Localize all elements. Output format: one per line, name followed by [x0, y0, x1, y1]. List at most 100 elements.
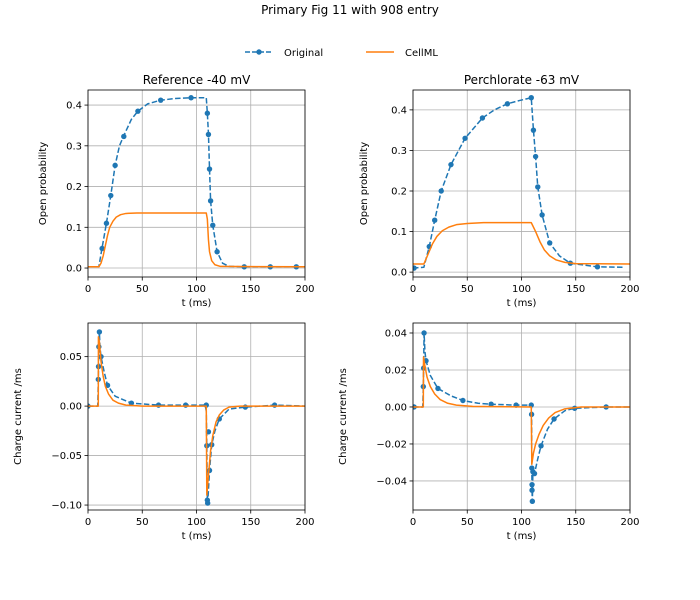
series-line-original	[88, 96, 305, 268]
series-line-cellml	[413, 356, 630, 466]
data-point-original	[460, 397, 466, 404]
x-tick-label: 0	[410, 517, 416, 528]
series-line-cellml	[413, 221, 630, 265]
subplot-title: Reference -40 mV	[143, 73, 251, 87]
subplot-perchlorate-charge-current: 0 50 100 150 200 −0.04 −0.02 0.00 0.02 0.04 t (ms)…	[338, 322, 640, 542]
plot-area	[88, 329, 305, 506]
data-point-original	[551, 416, 557, 422]
data-point-original	[538, 443, 544, 449]
data-point-original	[594, 264, 601, 270]
series-line-cellml	[88, 336, 305, 496]
y-tick-label: 0.1	[391, 227, 407, 238]
x-tick-label: 100	[512, 284, 531, 295]
data-point-original	[128, 400, 135, 406]
data-point-original	[529, 498, 536, 505]
y-axis-label: Open probability	[38, 142, 49, 225]
series-line-original	[413, 96, 625, 269]
y-tick-label: 0.2	[66, 182, 82, 193]
x-tick-label: 50	[136, 517, 149, 528]
data-point-original	[530, 127, 537, 133]
data-point-original	[103, 220, 110, 226]
x-tick-label: 200	[620, 284, 639, 295]
data-point-original	[188, 95, 194, 101]
subplot-reference-charge-current: 0 50 100 150 200 −0.10 −0.05 0.00 0.05 t (ms) Char…	[13, 322, 315, 542]
data-point-original	[271, 402, 278, 408]
data-point-original	[421, 330, 427, 336]
y-axis-label: Open probability	[359, 142, 370, 225]
y-tick-label: 0.4	[391, 105, 407, 116]
data-point-original	[462, 135, 468, 141]
x-tick-label: 100	[187, 517, 206, 528]
x-tick-label: 50	[136, 284, 149, 295]
data-point-original	[242, 404, 249, 410]
plot-area	[88, 95, 305, 270]
y-tick-label: 0.00	[385, 403, 407, 414]
x-tick-label: 100	[512, 517, 531, 528]
subplot-title: Perchlorate -63 mV	[464, 73, 580, 87]
data-point-original	[529, 487, 535, 493]
y-tick-label: −0.02	[376, 440, 407, 451]
y-tick-label: 0.1	[66, 223, 82, 234]
x-tick-label: 0	[85, 284, 91, 295]
data-point-original	[547, 240, 553, 246]
data-point-original	[532, 153, 539, 160]
x-axis-label: t (ms)	[507, 298, 537, 309]
y-tick-label: 0.00	[60, 402, 82, 413]
data-point-original	[539, 212, 545, 218]
x-tick-label: 100	[187, 284, 206, 295]
figure-title: Primary Fig 11 with 908 entry	[261, 3, 439, 17]
y-tick-label: −0.05	[51, 451, 82, 462]
data-point-original	[157, 97, 164, 103]
data-point-original	[108, 192, 114, 199]
data-point-original	[529, 481, 535, 488]
data-point-original	[205, 131, 212, 138]
data-point-original	[204, 500, 211, 506]
data-point-original	[535, 184, 541, 190]
series-line-cellml	[88, 212, 305, 268]
plot-area	[413, 95, 630, 271]
legend-marker-original	[256, 49, 262, 55]
y-tick-label: 0.3	[391, 146, 407, 157]
subplot-reference-open-probability: 0 50 100 150 200 0.0 0.1 0.2 0.3 0.4 t (ms) Open pr…	[38, 73, 315, 309]
y-axis-label: Charge current /ms	[338, 368, 349, 465]
y-tick-label: 0.2	[391, 187, 407, 198]
data-point-original	[182, 402, 189, 408]
x-tick-label: 150	[566, 517, 585, 528]
data-point-original	[488, 401, 494, 407]
data-point-original	[210, 222, 216, 228]
data-point-original	[206, 166, 213, 172]
legend-label-cellml: CellML	[405, 48, 438, 59]
legend-entry-original: Original	[245, 48, 323, 59]
x-tick-label: 150	[241, 517, 260, 528]
data-point-original	[448, 161, 454, 168]
y-tick-label: 0.3	[66, 141, 82, 152]
plot-area	[413, 330, 630, 505]
data-point-original	[121, 133, 127, 140]
data-point-original	[435, 385, 441, 392]
x-axis-label: t (ms)	[507, 531, 537, 542]
data-point-original	[214, 249, 220, 255]
y-tick-label: 0.05	[60, 352, 82, 363]
x-tick-label: 150	[241, 284, 260, 295]
legend-entry-cellml: CellML	[366, 48, 438, 59]
y-tick-label: 0.02	[385, 366, 407, 377]
x-tick-label: 50	[461, 517, 474, 528]
data-point-original	[413, 265, 417, 271]
data-point-original	[112, 162, 118, 169]
data-point-original	[96, 329, 103, 335]
x-tick-label: 0	[410, 284, 416, 295]
subplots: 0 50 100 150 200 0.0 0.1 0.2 0.3 0.4 t (ms) Open pr…	[13, 73, 640, 542]
x-tick-label: 200	[295, 517, 314, 528]
y-tick-label: −0.10	[51, 501, 82, 512]
x-tick-label: 50	[461, 284, 474, 295]
y-tick-label: −0.04	[376, 477, 407, 488]
y-tick-label: 0.4	[66, 101, 82, 112]
data-point-original	[531, 470, 538, 477]
legend-label-original: Original	[284, 48, 323, 59]
data-point-original	[438, 188, 444, 194]
x-tick-label: 150	[566, 284, 585, 295]
x-tick-label: 0	[85, 517, 91, 528]
data-point-original	[528, 95, 534, 101]
